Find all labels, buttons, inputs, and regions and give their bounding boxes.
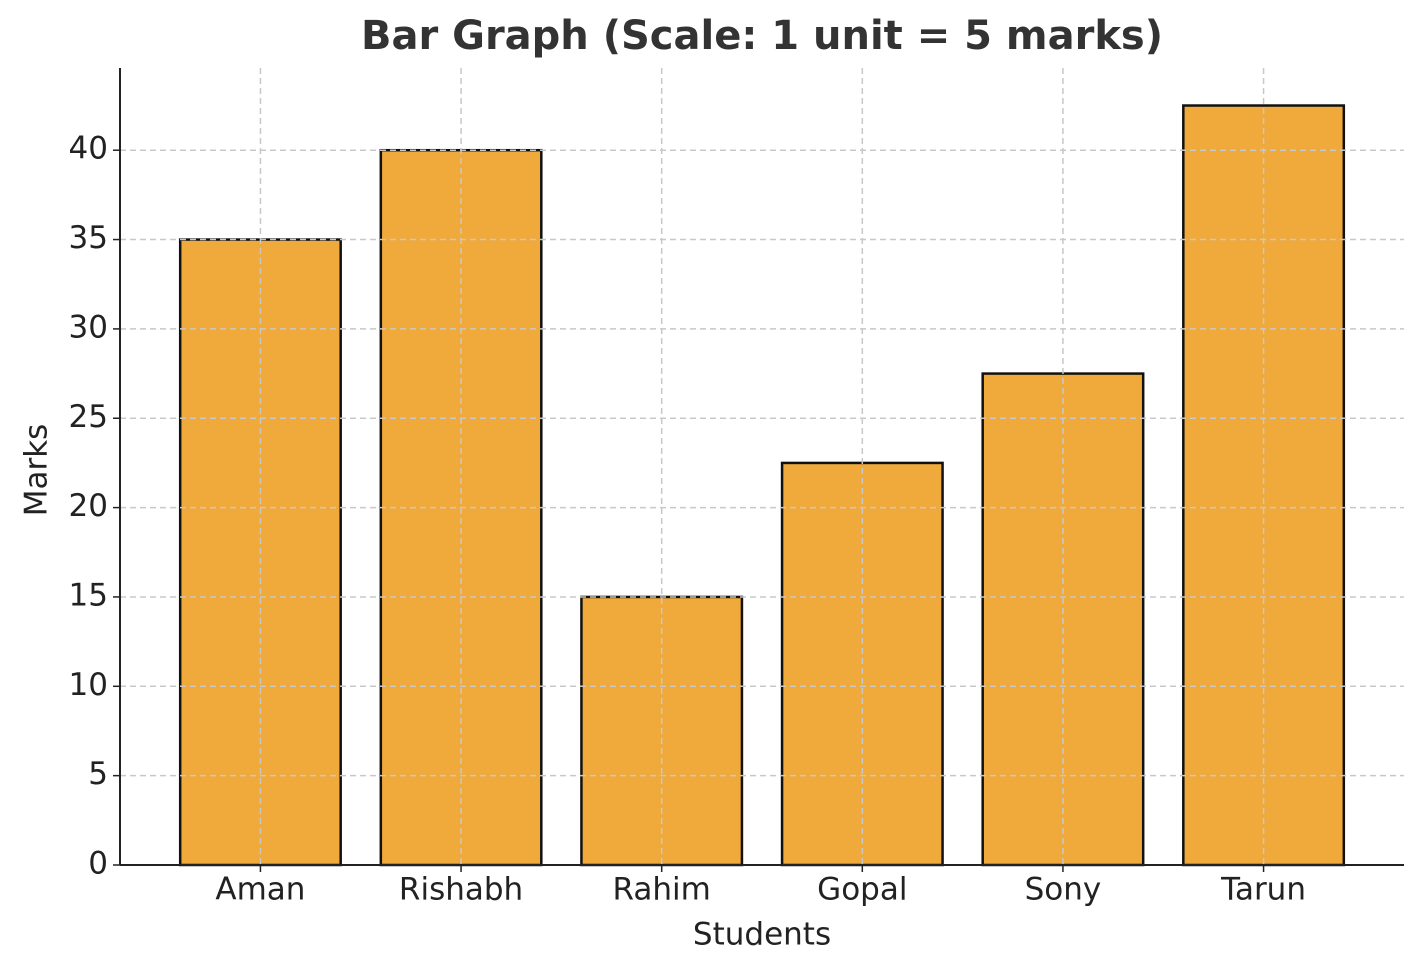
x-tick-label: Rahim [613, 872, 711, 908]
y-tick-label: 5 [88, 756, 108, 792]
y-axis-label: Marks [19, 424, 55, 517]
x-tick-label: Sony [1025, 872, 1102, 908]
x-axis-label: Students [693, 917, 831, 953]
y-tick-label: 0 [88, 846, 108, 882]
x-tick-label: Tarun [1220, 872, 1306, 908]
x-tick-label: Gopal [817, 872, 907, 908]
y-tick-label: 30 [69, 309, 108, 345]
y-tick-label: 25 [69, 399, 108, 435]
y-tick-label: 10 [69, 667, 108, 703]
x-tick-label: Rishabh [399, 872, 523, 908]
x-tick-label: Aman [215, 872, 305, 908]
y-tick-label: 35 [69, 220, 108, 256]
chart-title: Bar Graph (Scale: 1 unit = 5 marks) [361, 13, 1163, 59]
y-tick-label: 20 [69, 488, 108, 524]
y-tick-label: 40 [69, 131, 108, 167]
y-tick-label: 15 [69, 577, 108, 613]
